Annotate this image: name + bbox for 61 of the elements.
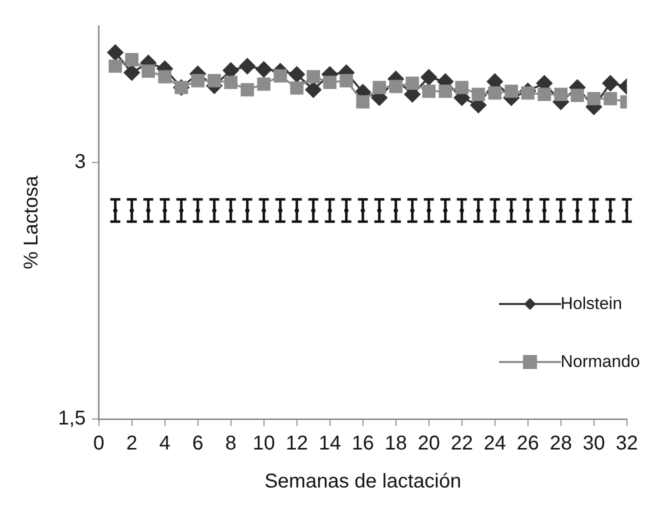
point: [142, 64, 155, 78]
x-tick-label: 20: [418, 432, 440, 455]
point: [158, 70, 172, 84]
x-tick-label: 14: [318, 432, 341, 455]
point: [587, 92, 601, 106]
y-axis-title: % Lactosa: [20, 174, 43, 270]
point: [554, 88, 568, 102]
x-tick-label: 26: [516, 432, 539, 455]
x-tick-label: 24: [484, 432, 506, 455]
point: [240, 83, 254, 96]
x-tick-label: 8: [225, 432, 236, 455]
x-tick-label: 4: [159, 432, 170, 455]
y-tick-label: 3: [74, 151, 86, 174]
point: [288, 66, 305, 82]
point: [356, 95, 370, 109]
point: [438, 84, 452, 98]
x-tick-label: 2: [126, 432, 138, 455]
point: [125, 53, 138, 66]
point: [422, 84, 436, 98]
point: [372, 80, 386, 94]
legend-label: Holstein: [560, 294, 622, 314]
point: [305, 82, 322, 98]
x-tick-label: 12: [286, 432, 308, 455]
x-tick-label: 22: [450, 432, 473, 455]
point: [604, 92, 618, 106]
x-axis-title: Semanas de lactación: [264, 470, 462, 493]
point: [107, 44, 124, 60]
point: [256, 61, 272, 78]
point: [389, 80, 402, 94]
legend-label: Normando: [560, 352, 640, 372]
x-tick-label: 16: [352, 432, 374, 455]
x-tick-label: 6: [192, 432, 204, 455]
point: [306, 70, 320, 84]
point: [323, 76, 336, 90]
point: [208, 74, 221, 88]
point: [521, 86, 535, 100]
point: [191, 74, 204, 88]
point: [472, 88, 486, 102]
point: [602, 75, 618, 92]
point: [406, 76, 420, 90]
point: [570, 88, 584, 102]
x-tick-label: 30: [582, 432, 605, 455]
x-tick-label: 10: [252, 432, 275, 455]
x-tick-label: 18: [384, 432, 407, 455]
x-tick-label: 28: [550, 432, 572, 455]
point: [257, 77, 270, 91]
point: [108, 60, 122, 73]
point: [124, 64, 140, 81]
point: [455, 80, 469, 94]
y-tick-label: 1,5: [58, 408, 86, 430]
point: [538, 88, 552, 102]
point: [504, 84, 518, 98]
x-tick-label: 0: [93, 432, 104, 455]
point: [340, 74, 353, 88]
point: [488, 86, 502, 100]
point: [290, 81, 304, 95]
point: [420, 69, 437, 86]
point: [239, 58, 256, 74]
point: [224, 76, 238, 90]
point: [274, 69, 287, 83]
x-tick-label: 32: [616, 432, 638, 455]
